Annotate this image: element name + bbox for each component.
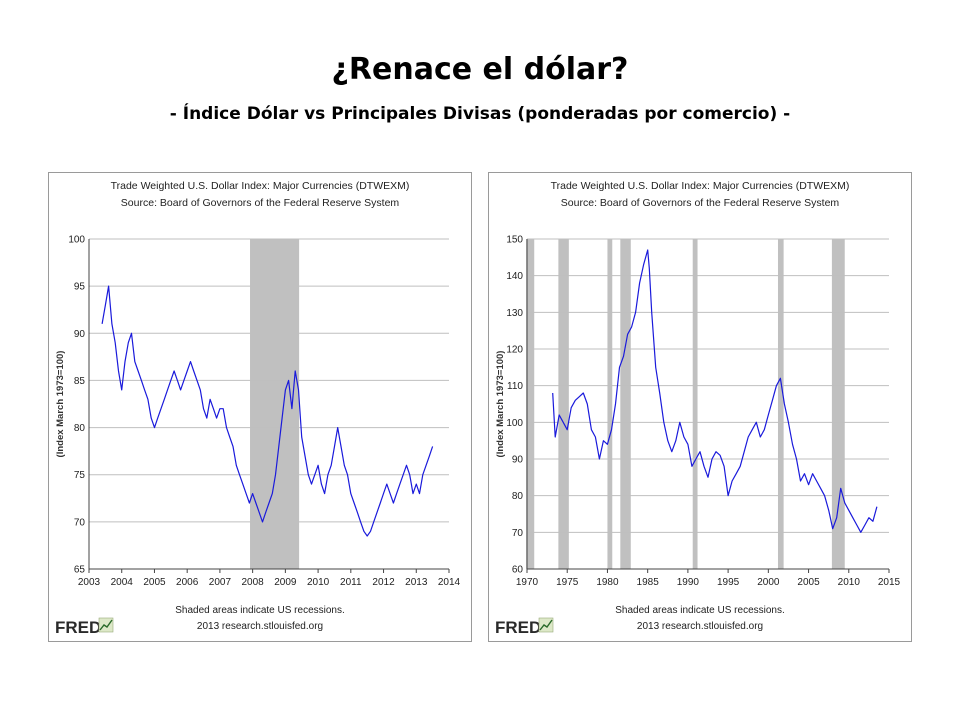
chart-panel-right: Trade Weighted U.S. Dollar Index: Major … (488, 172, 912, 642)
y-tick-label: 90 (512, 455, 524, 466)
x-tick-label: 2000 (757, 577, 780, 588)
y-tick-label: 90 (74, 329, 86, 340)
x-tick-label: 2015 (878, 577, 901, 588)
recession-band (620, 239, 631, 569)
x-tick-label: 1970 (516, 577, 539, 588)
x-tick-label: 2010 (307, 577, 330, 588)
chart-title: Trade Weighted U.S. Dollar Index: Major … (111, 180, 410, 192)
x-tick-label: 1975 (556, 577, 579, 588)
y-axis-label: (Index March 1973=100) (55, 351, 66, 458)
x-tick-label: 2012 (372, 577, 395, 588)
chart-source: Source: Board of Governors of the Federa… (561, 197, 840, 209)
recession-band (558, 239, 569, 569)
x-tick-label: 1990 (677, 577, 700, 588)
y-tick-label: 60 (512, 565, 524, 576)
chart-svg-left: Trade Weighted U.S. Dollar Index: Major … (55, 180, 461, 637)
recession-band (526, 239, 535, 569)
recession-band (831, 239, 845, 569)
fred-chart-icon (538, 617, 554, 633)
y-tick-label: 75 (74, 470, 86, 481)
fred-logo: FRED (55, 618, 101, 637)
credit-text: 2013 research.stlouisfed.org (637, 621, 763, 632)
y-tick-label: 100 (68, 235, 85, 246)
x-tick-label: 2005 (143, 577, 166, 588)
y-tick-label: 85 (74, 376, 86, 387)
y-tick-label: 150 (506, 235, 523, 246)
y-tick-label: 140 (506, 271, 523, 282)
series-line (101, 285, 434, 537)
footnote: Shaded areas indicate US recessions. (615, 605, 785, 616)
credit-text: 2013 research.stlouisfed.org (197, 621, 323, 632)
chart-svg-right: Trade Weighted U.S. Dollar Index: Major … (495, 180, 901, 637)
recession-band (777, 239, 784, 569)
y-tick-label: 130 (506, 308, 523, 319)
y-tick-label: 110 (507, 381, 523, 392)
fred-chart-icon (98, 617, 114, 633)
y-axis-label: (Index March 1973=100) (495, 351, 506, 458)
footnote: Shaded areas indicate US recessions. (175, 605, 345, 616)
x-tick-label: 2006 (176, 577, 199, 588)
x-tick-label: 1995 (717, 577, 740, 588)
fred-logo: FRED (495, 618, 541, 637)
chart-title: Trade Weighted U.S. Dollar Index: Major … (551, 180, 850, 192)
x-tick-label: 2010 (838, 577, 861, 588)
x-tick-label: 1980 (596, 577, 619, 588)
series-line (552, 249, 878, 533)
x-tick-label: 2009 (274, 577, 297, 588)
x-tick-label: 2008 (242, 577, 265, 588)
x-tick-label: 1985 (637, 577, 660, 588)
x-tick-label: 2014 (438, 577, 461, 588)
y-tick-label: 95 (74, 282, 86, 293)
x-tick-label: 2004 (111, 577, 134, 588)
x-tick-label: 2003 (78, 577, 101, 588)
y-tick-label: 70 (512, 528, 524, 539)
x-tick-label: 2005 (797, 577, 820, 588)
chart-panel-left: Trade Weighted U.S. Dollar Index: Major … (48, 172, 472, 642)
y-tick-label: 70 (74, 517, 86, 528)
y-tick-label: 80 (74, 423, 86, 434)
x-tick-label: 2013 (405, 577, 428, 588)
recession-band (607, 239, 613, 569)
x-tick-label: 2007 (209, 577, 232, 588)
recession-band (692, 239, 698, 569)
y-tick-label: 80 (512, 491, 524, 502)
slide-title: ¿Renace el dólar? (331, 52, 629, 87)
y-tick-label: 65 (74, 565, 86, 576)
y-tick-label: 100 (506, 418, 523, 429)
chart-source: Source: Board of Governors of the Federa… (121, 197, 400, 209)
y-tick-label: 120 (506, 345, 523, 356)
slide-subtitle: - Índice Dólar vs Principales Divisas (p… (169, 104, 791, 124)
x-tick-label: 2011 (340, 577, 362, 588)
